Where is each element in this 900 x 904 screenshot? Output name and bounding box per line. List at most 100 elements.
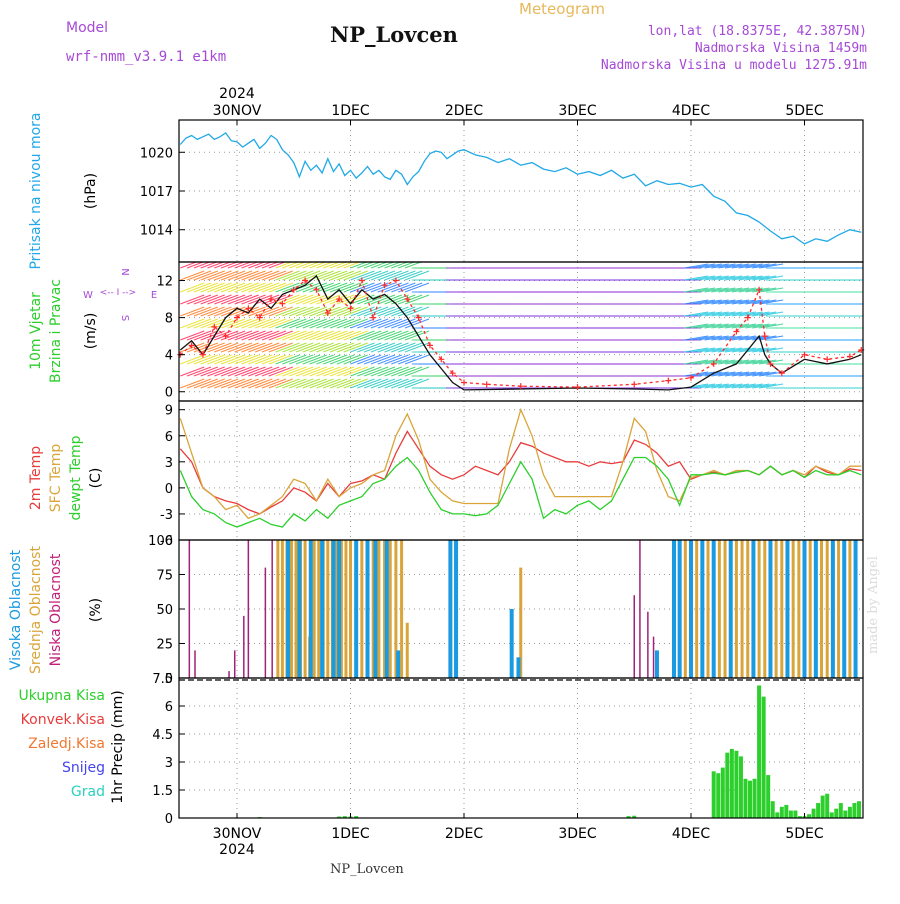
cloud-mid-bar <box>371 540 375 678</box>
wind-barb <box>697 371 722 377</box>
cloud-low-bar <box>751 540 756 678</box>
wind-barb <box>731 263 756 269</box>
wind-barb <box>391 282 416 293</box>
wind-barb <box>738 383 763 389</box>
wind-barb <box>207 262 226 269</box>
x-day-label-bottom: 2DEC <box>445 826 484 842</box>
cloud-mid-bar <box>797 540 801 678</box>
wind-barb <box>214 318 239 329</box>
wind-barb <box>254 378 280 389</box>
wind-barb <box>738 275 763 281</box>
wind-barb <box>704 263 729 269</box>
wind-barb <box>343 318 368 329</box>
wind-gust-marker <box>358 277 365 284</box>
wind-gust-marker <box>404 296 411 303</box>
wind-barb <box>718 335 743 341</box>
wind-barb <box>350 342 375 353</box>
wind-barb <box>391 270 416 281</box>
wind-barb <box>193 282 219 293</box>
wind-barb <box>254 330 280 341</box>
wind-barb <box>724 383 750 389</box>
y-tick-label: 6 <box>165 700 173 715</box>
wind-barb <box>329 354 355 365</box>
wind-barb <box>289 262 307 269</box>
wind-speed-line <box>179 274 862 391</box>
wind-barb <box>384 306 409 317</box>
cloud-low-bar <box>308 540 313 678</box>
wind-gust-marker <box>824 356 831 363</box>
wind-barb <box>697 311 722 317</box>
model-elevation: Nadmorska Visina u modelu 1275.91m <box>600 58 867 73</box>
cloud-high-bar <box>264 567 267 678</box>
wind-barb <box>302 342 328 353</box>
wind-barb <box>186 354 212 365</box>
cloud-mid-bar <box>717 540 721 678</box>
precip-bar <box>834 808 839 818</box>
y-tick-label: 3 <box>165 456 173 471</box>
wind-barb <box>214 378 239 389</box>
wind-gust-marker <box>336 296 343 303</box>
wind-barb <box>302 262 321 269</box>
wind-barb <box>731 359 756 365</box>
wind-barb <box>391 262 409 269</box>
precip-bar <box>711 771 716 818</box>
wind-barb <box>343 282 368 293</box>
wind-barb <box>254 366 280 377</box>
cloud-high-bar <box>639 540 641 678</box>
wind-barb <box>200 318 225 329</box>
wind-barb <box>391 378 416 389</box>
station-elevation: Nadmorska Visina 1459m <box>694 41 867 56</box>
x-day-label-bottom: 4DEC <box>672 826 711 842</box>
wind-barb <box>731 299 756 305</box>
wind-barb <box>704 359 729 365</box>
y-tick-label: 50 <box>156 603 173 618</box>
wind-barb <box>220 270 246 281</box>
wind-barb <box>214 306 239 317</box>
wind-barb <box>759 359 784 365</box>
wind-barb <box>309 318 334 329</box>
cloud-mid-bar <box>335 540 339 678</box>
wind-barb <box>186 318 212 329</box>
y-tick-label: 75 <box>156 569 173 584</box>
wind-compass: <-- I --> W E N S <box>83 268 157 321</box>
cloud-mid-bar <box>837 540 841 678</box>
temp-dewpoint-line <box>179 456 862 528</box>
precip-legend-item: Snijeg <box>62 760 105 776</box>
wind-barb <box>275 330 300 341</box>
wind-barb <box>295 262 314 269</box>
cloud-mid-bar <box>808 540 812 678</box>
wind-barb <box>186 342 212 353</box>
precip-frame <box>178 677 864 819</box>
wind-barb <box>268 366 293 377</box>
wind-gust-marker <box>245 305 252 312</box>
wind-barb <box>752 359 777 365</box>
wind-barb <box>261 282 287 293</box>
y-tick-label: 6 <box>165 430 173 445</box>
cloud-mid-bar <box>400 540 404 678</box>
cloud-low-bar <box>331 540 336 678</box>
precip-bar <box>770 801 775 818</box>
wind-gust-marker <box>461 379 467 386</box>
cloud-high-bar <box>188 540 191 678</box>
wind-barb <box>363 366 389 377</box>
wind-unit: (m/s) <box>83 313 99 350</box>
meteogram-label: Meteogram <box>519 0 605 18</box>
wind-barb <box>690 311 716 317</box>
wind-barb <box>752 371 777 377</box>
precip-bar <box>829 812 834 818</box>
wind-barb <box>248 378 273 389</box>
wind-barb <box>363 294 389 305</box>
wind-barb <box>302 282 328 293</box>
cloud-mid-bar <box>848 540 852 678</box>
wind-barb <box>336 282 362 293</box>
wind-barb <box>289 330 314 341</box>
wind-barb <box>384 270 409 281</box>
wind-barb <box>180 342 205 353</box>
wind-barb <box>357 342 382 353</box>
x-day-label-top: 2DEC <box>445 103 484 119</box>
wind-barb <box>363 306 389 317</box>
wind-barb <box>200 262 219 269</box>
wind-barb <box>309 342 334 353</box>
wind-barb <box>745 275 770 281</box>
cloud-mid-bar <box>740 540 744 678</box>
